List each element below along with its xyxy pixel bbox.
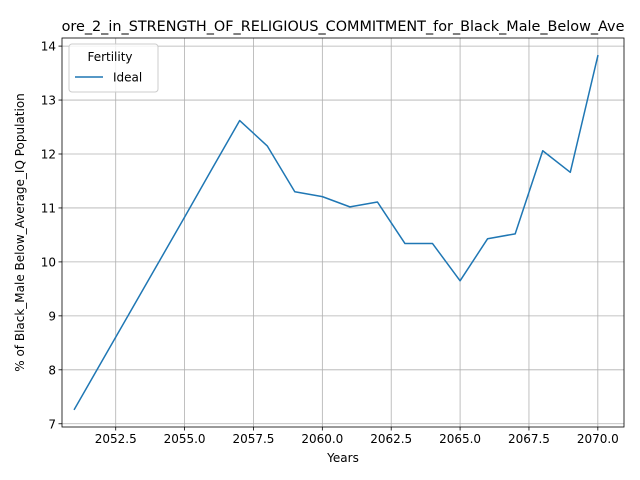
- legend-title: Fertility: [87, 50, 132, 64]
- plot-frame: [61, 37, 625, 428]
- ticks: 2052.5 2055.0 2057.5 2060.0 2062.5 2065.0 2067…: [41, 40, 619, 446]
- series-layer: [73, 54, 599, 411]
- y-axis-label: % of Black_Male Below_Average_IQ Populat…: [13, 93, 27, 372]
- y-tick-label: 10: [41, 255, 56, 269]
- x-tick-label: 2065.0: [439, 432, 481, 446]
- y-tick-label: 11: [41, 201, 56, 215]
- x-axis-label: Years: [326, 451, 359, 465]
- x-tick-label: 2070.0: [577, 432, 619, 446]
- grid: [62, 38, 624, 427]
- x-tick-label: 2055.0: [164, 432, 206, 446]
- y-tick-label: 13: [41, 94, 56, 108]
- x-tick-label: 2067.5: [508, 432, 550, 446]
- y-tick-label: 12: [41, 147, 56, 161]
- chart-title: ore_2_in_STRENGTH_OF_RELIGIOUS_COMMITMEN…: [62, 19, 625, 35]
- x-tick-label: 2062.5: [370, 432, 412, 446]
- y-tick-label: 9: [48, 309, 56, 323]
- legend: Fertility Ideal: [68, 43, 159, 93]
- y-tick-label: 8: [48, 363, 56, 377]
- legend-box: [68, 43, 159, 93]
- x-tick-label: 2060.0: [301, 432, 343, 446]
- y-tick-label: 7: [48, 417, 56, 431]
- x-tick-label: 2052.5: [95, 432, 137, 446]
- series-line-ideal: [73, 54, 599, 411]
- legend-label-ideal: Ideal: [113, 71, 142, 85]
- x-tick-label: 2057.5: [232, 432, 274, 446]
- y-tick-label: 14: [41, 40, 56, 54]
